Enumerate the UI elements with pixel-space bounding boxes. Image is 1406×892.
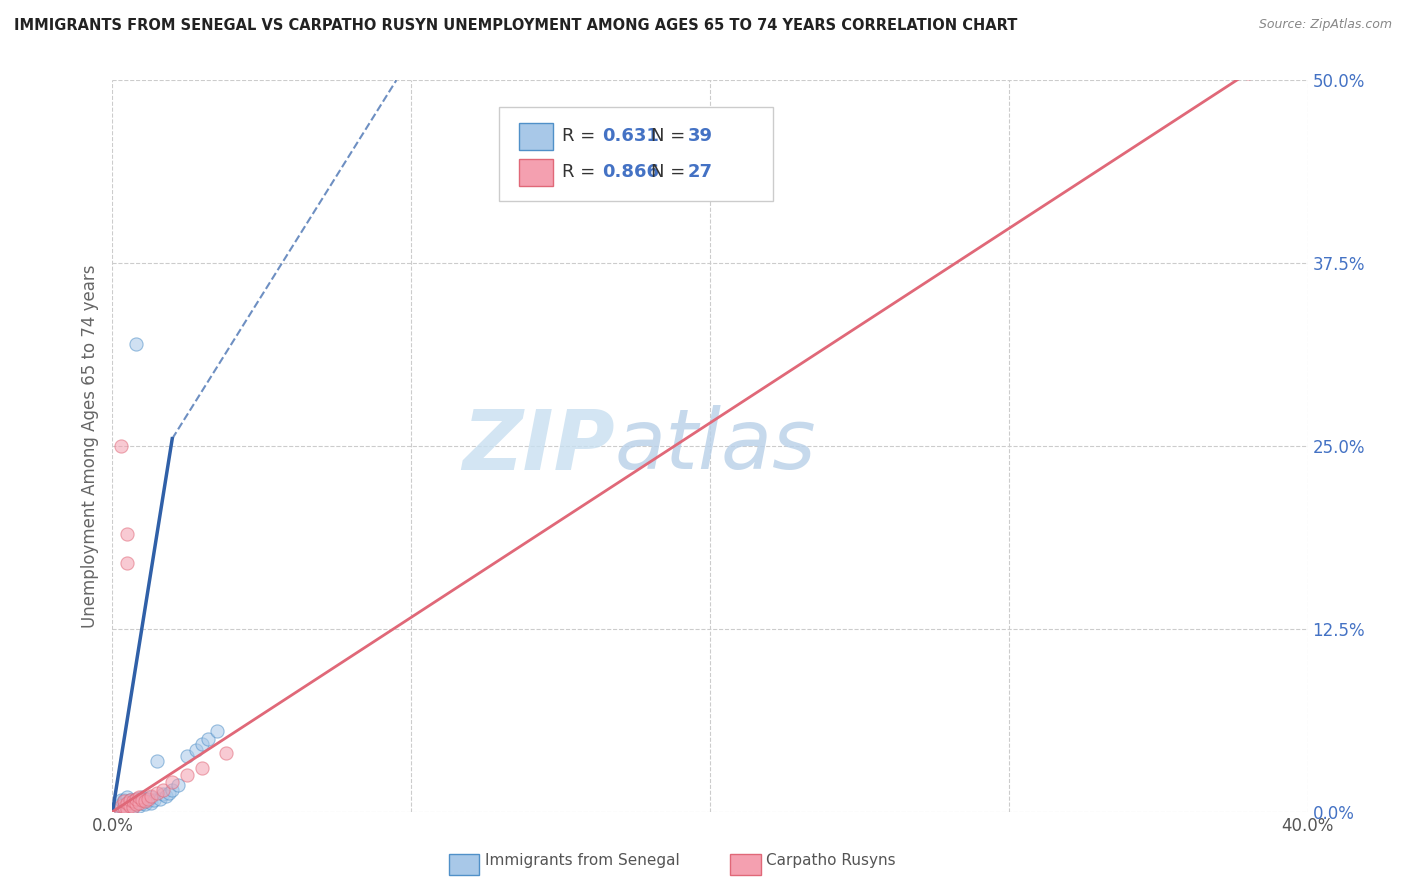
Text: 0.866: 0.866 [602,163,659,181]
Point [110,805,132,819]
Text: atlas: atlas [614,406,815,486]
Text: ZIP: ZIP [461,406,614,486]
Point [138,791,160,805]
Point [134,797,156,812]
Point [114,797,135,812]
Point [155,789,177,803]
Text: Immigrants from Senegal: Immigrants from Senegal [485,854,681,868]
Point [131,790,153,805]
Point [186,743,208,757]
Point [122,800,145,814]
Text: R =: R = [562,163,602,181]
Point [152,787,174,801]
Point [146,786,169,800]
Point [122,800,145,814]
Point [125,791,148,805]
Point [110,439,132,453]
Point [176,768,198,782]
Point [122,795,145,809]
Point [120,798,142,813]
Point [120,793,142,807]
Point [110,800,132,814]
Point [131,793,153,807]
Point [1237,66,1260,80]
Point [162,775,183,789]
Point [114,793,135,807]
Point [117,526,139,541]
Text: Carpatho Rusyns: Carpatho Rusyns [766,854,896,868]
Point [191,738,214,752]
Text: N =: N = [651,128,690,145]
Point [120,793,142,807]
Point [117,805,139,819]
Point [125,336,148,351]
Text: 39: 39 [688,128,713,145]
Point [110,805,132,819]
Point [110,797,132,812]
Text: N =: N = [651,163,690,181]
Point [114,795,135,809]
Text: R =: R = [562,128,602,145]
Y-axis label: Unemployment Among Ages 65 to 74 years: Unemployment Among Ages 65 to 74 years [80,264,98,628]
Point [128,790,150,805]
Point [205,724,228,739]
Point [128,796,150,810]
Point [134,791,156,805]
Point [131,796,153,810]
Point [120,798,142,813]
Point [128,793,150,807]
Point [152,782,174,797]
Point [176,749,198,764]
Point [162,782,183,797]
Text: 0.631: 0.631 [602,128,658,145]
Point [143,793,166,807]
Point [110,798,132,813]
Point [114,800,135,814]
Point [167,778,190,792]
Point [117,790,139,805]
Point [125,791,148,805]
Point [157,786,180,800]
Point [117,796,139,810]
Point [125,797,148,812]
Point [110,793,132,807]
Point [149,791,172,805]
Point [125,797,148,812]
Point [117,556,139,570]
Point [117,800,139,814]
Point [128,798,150,813]
Text: Source: ZipAtlas.com: Source: ZipAtlas.com [1258,18,1392,31]
Point [117,796,139,810]
Point [197,731,219,746]
Point [117,802,139,816]
Text: IMMIGRANTS FROM SENEGAL VS CARPATHO RUSYN UNEMPLOYMENT AMONG AGES 65 TO 74 YEARS: IMMIGRANTS FROM SENEGAL VS CARPATHO RUSY… [14,18,1018,33]
Point [141,790,163,805]
Point [146,754,169,768]
Point [134,795,156,809]
Point [215,746,238,760]
Point [122,795,145,809]
Point [141,796,163,810]
Text: 27: 27 [688,163,713,181]
Point [138,795,160,809]
Point [191,761,214,775]
Point [114,802,135,816]
Point [141,789,163,803]
